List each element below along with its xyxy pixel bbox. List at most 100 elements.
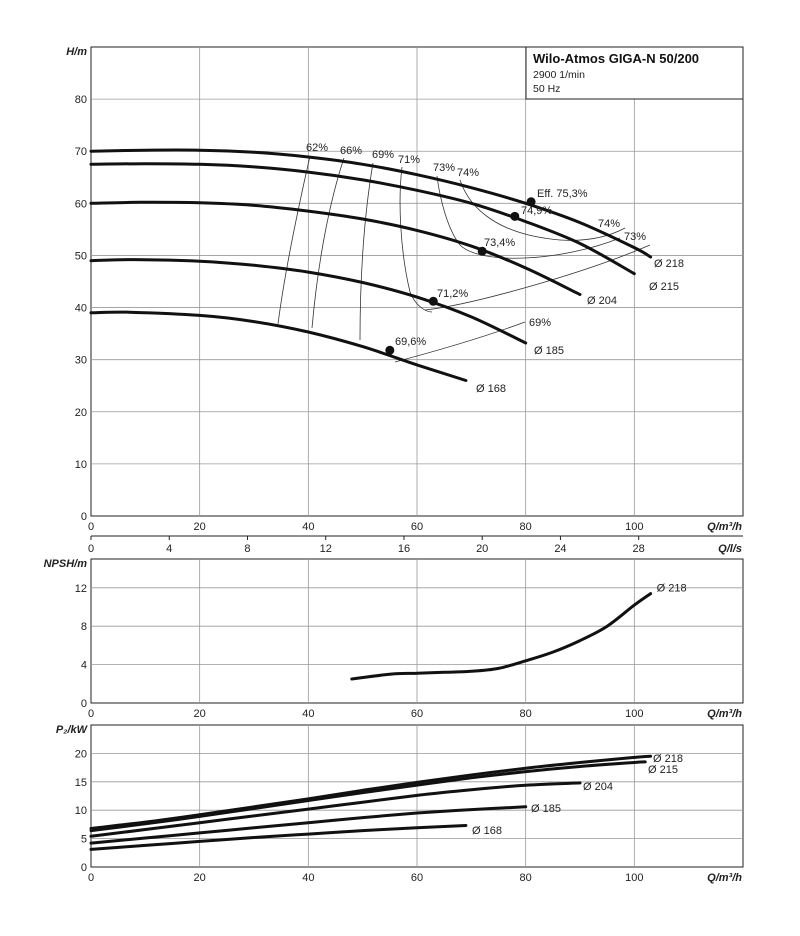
head-xtick-label: 80: [520, 521, 532, 533]
bep-label: 71,2%: [437, 288, 468, 300]
bep-point: [477, 246, 487, 256]
power-xtick-label: 60: [411, 872, 423, 884]
efficiency-iso-line: [359, 162, 374, 341]
efficiency-label: 62%: [306, 142, 328, 154]
bep-label: 73,4%: [484, 237, 515, 249]
power-xtick-label: 100: [625, 872, 643, 884]
head-ytick-label: 20: [75, 407, 87, 419]
efficiency-label: 73%: [624, 231, 646, 243]
npsh-ytick-label: 8: [81, 621, 87, 633]
bep-point: [428, 296, 438, 306]
secondary-xtick-label: 12: [320, 543, 332, 555]
title-box: [525, 46, 744, 100]
power-curve-204: [89, 781, 582, 838]
bep-label: 74,9%: [521, 205, 552, 217]
head-curve-168: [89, 310, 468, 382]
power-ytick-label: 15: [75, 777, 87, 789]
power-ylabel: P₂/kW: [56, 724, 89, 736]
head-curve-label: Ø 218: [654, 258, 684, 270]
secondary-xtick-label: 20: [476, 543, 488, 555]
head-ytick-label: 10: [75, 459, 87, 471]
power-curve-185: [89, 805, 528, 845]
head-xtick-label: 0: [88, 521, 94, 533]
power-ytick-label: 0: [81, 862, 87, 874]
power-ytick-label: 5: [81, 834, 87, 846]
head-xtick-label: 60: [411, 521, 423, 533]
power-curve-168: [89, 824, 468, 851]
head-ytick-label: 40: [75, 303, 87, 315]
power-ytick-label: 10: [75, 805, 87, 817]
bep-point: [526, 197, 536, 207]
secondary-xtick-label: 28: [633, 543, 645, 555]
power-xtick-label: 80: [520, 872, 532, 884]
head-curve-204: [89, 200, 582, 296]
npsh-xtick-label: 60: [411, 708, 423, 720]
head-ytick-label: 50: [75, 250, 87, 262]
head-xtick-label: 40: [302, 521, 314, 533]
head-curve-label: Ø 185: [534, 345, 564, 357]
head-ytick-label: 0: [81, 511, 87, 523]
npsh-ylabel: NPSH/m: [44, 558, 88, 570]
head-ytick-label: 70: [75, 146, 87, 158]
power-curve-label: Ø 168: [472, 825, 502, 837]
bep-point: [385, 345, 395, 355]
power-curve-label: Ø 218: [653, 753, 683, 765]
bep-label: 69,6%: [395, 336, 426, 348]
power-xlabel: Q/m³/h: [707, 872, 742, 884]
head-curve-218: [89, 148, 653, 259]
head-ytick-label: 60: [75, 198, 87, 210]
power-ytick-label: 20: [75, 748, 87, 760]
npsh-xtick-label: 40: [302, 708, 314, 720]
power-xtick-label: 0: [88, 872, 94, 884]
npsh-xtick-label: 80: [520, 708, 532, 720]
efficiency-iso-line: [399, 166, 433, 313]
secondary-xtick-label: 16: [398, 543, 410, 555]
speed-label: 2900 1/min: [533, 69, 585, 81]
head-curve-label: Ø 215: [649, 281, 679, 293]
head-xtick-label: 20: [194, 521, 206, 533]
power-curve-label: Ø 185: [531, 803, 561, 815]
npsh-xtick-label: 0: [88, 708, 94, 720]
power-xtick-label: 20: [194, 872, 206, 884]
bep-point: [510, 211, 520, 221]
head-curve-label: Ø 204: [587, 295, 617, 307]
power-curve-label: Ø 215: [648, 764, 678, 776]
secondary-xtick-label: 0: [88, 543, 94, 555]
power-curve-215: [89, 760, 647, 833]
secondary-xtick-label: 8: [244, 543, 250, 555]
head-ylabel: H/m: [66, 46, 87, 58]
npsh-curve: [350, 592, 653, 681]
head-curve-label: Ø 168: [476, 383, 506, 395]
npsh-xtick-label: 100: [625, 708, 643, 720]
secondary-xtick-label: 24: [554, 543, 566, 555]
efficiency-label: 69%: [529, 317, 551, 329]
efficiency-iso-line: [277, 155, 311, 325]
npsh-xlabel: Q/m³/h: [707, 708, 742, 720]
efficiency-label: 74%: [457, 167, 479, 179]
npsh-ytick-label: 12: [75, 583, 87, 595]
head-curve-185: [89, 258, 528, 345]
power-curve-218: [89, 754, 653, 830]
bep-label: Eff. 75,3%: [537, 188, 588, 200]
power-curve-label: Ø 204: [583, 781, 613, 793]
npsh-xtick-label: 20: [194, 708, 206, 720]
frequency-label: 50 Hz: [533, 83, 560, 95]
efficiency-iso-line: [436, 175, 621, 259]
efficiency-label: 66%: [340, 145, 362, 157]
npsh-ytick-label: 0: [81, 698, 87, 710]
secondary-xtick-label: 4: [166, 543, 172, 555]
secondary-xlabel: Q/l/s: [718, 543, 742, 555]
efficiency-label: 73%: [433, 162, 455, 174]
efficiency-label: 74%: [598, 218, 620, 230]
npsh-curve-label: Ø 218: [657, 583, 687, 595]
head-curve-215: [89, 162, 636, 276]
head-xtick-label: 100: [625, 521, 643, 533]
efficiency-label: 71%: [398, 154, 420, 166]
head-xlabel: Q/m³/h: [707, 521, 742, 533]
npsh-ytick-label: 4: [81, 660, 87, 672]
efficiency-iso-line: [394, 321, 526, 363]
efficiency-iso-line: [311, 157, 345, 329]
chart-title: Wilo-Atmos GIGA-N 50/200: [533, 51, 699, 66]
